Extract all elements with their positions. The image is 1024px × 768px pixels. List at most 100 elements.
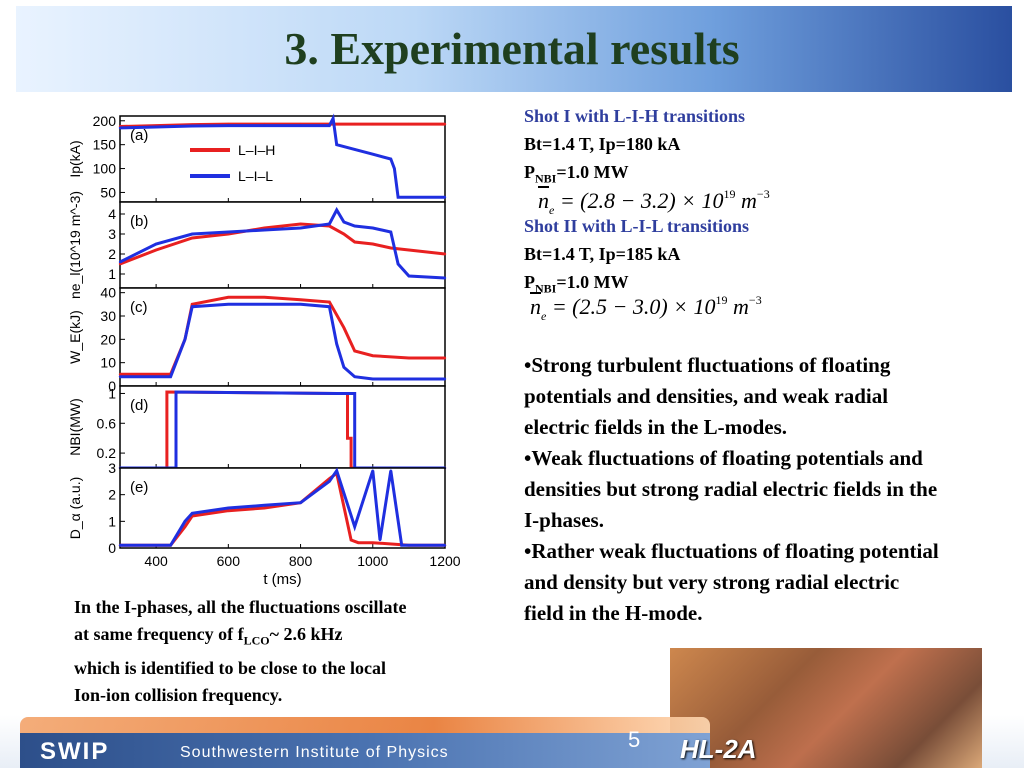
title-bar: [16, 6, 1012, 92]
data-point-c: [183, 338, 187, 341]
data-point-e: [335, 469, 338, 472]
data-point-e: [263, 506, 266, 510]
data-point-a: [118, 126, 122, 130]
data-point-b: [389, 246, 393, 250]
data-point-a: [353, 122, 356, 126]
y-tick-label-d: 0.6: [97, 415, 117, 431]
data-point-a: [331, 117, 335, 120]
y-tick-label-c: 20: [100, 331, 116, 347]
data-point-b: [353, 224, 356, 228]
data-point-b: [191, 236, 194, 240]
legend-label-lih: L–I–H: [238, 142, 275, 158]
page-number: 5: [628, 727, 641, 752]
panel-label-a: (a): [130, 127, 148, 144]
data-point-a: [227, 124, 230, 127]
data-point-e: [371, 469, 374, 472]
finding-h-mode: •Rather weak fluctuations of floating po…: [524, 539, 939, 625]
data-point-b: [299, 222, 302, 226]
data-point-e: [389, 469, 393, 472]
legend-label-lil: L–I–L: [238, 168, 273, 184]
data-point-c: [263, 303, 266, 306]
x-tick-label: 1200: [429, 553, 460, 569]
data-point-c: [118, 375, 122, 378]
data-point-c: [191, 305, 194, 308]
data-point-e: [169, 544, 172, 547]
finding-l-modes: •Strong turbulent fluctuations of floati…: [524, 353, 891, 439]
data-point-e: [183, 525, 187, 528]
data-point-c: [353, 375, 356, 378]
shot1-title: Shot I with L-I-H transitions: [524, 106, 746, 126]
institute-name: Southwestern Institute of Physics: [180, 744, 449, 761]
y-axis-label-e: D_α (a.u.): [67, 477, 83, 540]
y-tick-label-b: 1: [108, 266, 116, 282]
data-point-c: [353, 349, 356, 353]
shot1-params: Bt=1.4 T, Ip=180 kA: [524, 134, 681, 154]
data-point-e: [227, 506, 230, 510]
data-point-a: [328, 124, 331, 127]
data-point-e: [328, 480, 331, 483]
caption-line-4: Ion-ion collision frequency.: [74, 684, 283, 705]
data-point-b: [443, 252, 447, 256]
y-tick-label-c: 0: [108, 378, 116, 394]
data-point-b: [154, 248, 158, 252]
data-point-a: [299, 124, 302, 127]
data-point-c: [371, 377, 374, 381]
data-point-b: [371, 226, 374, 230]
data-point-e: [227, 509, 230, 512]
y-tick-label-c: 40: [100, 285, 116, 301]
y-tick-label-b: 4: [108, 206, 116, 222]
data-point-c: [407, 377, 411, 381]
y-axis-label-c: W_E(kJ): [67, 310, 83, 364]
data-point-c: [328, 300, 331, 304]
data-point-e: [353, 525, 356, 528]
y-axis-label-b: ne_l(10^19 m^-3): [67, 191, 83, 299]
y-tick-label-c: 30: [100, 308, 116, 324]
y-tick-label-c: 10: [100, 355, 116, 371]
data-point-b: [328, 222, 331, 226]
y-tick-label-d: 1: [108, 385, 116, 401]
panel-label-e: (e): [130, 479, 148, 496]
data-point-b: [227, 230, 230, 234]
data-point-a: [371, 122, 374, 126]
y-tick-label-b: 3: [108, 226, 116, 242]
findings-list: •Strong turbulent fluctuations of floati…: [524, 350, 944, 629]
data-point-b: [263, 228, 266, 232]
data-point-d: [174, 390, 178, 394]
panel-frame-d: [119, 385, 446, 469]
y-tick-label-a: 50: [100, 184, 116, 200]
y-tick-label-a: 150: [93, 137, 117, 153]
data-point-a: [396, 196, 400, 199]
data-point-b: [154, 242, 158, 246]
data-point-b: [443, 276, 447, 280]
data-point-e: [357, 541, 360, 544]
data-point-b: [118, 262, 122, 266]
data-point-c: [342, 366, 346, 369]
data-point-e: [400, 544, 403, 547]
data-point-c: [407, 356, 411, 360]
data-point-b: [353, 240, 356, 244]
tokamak-photo: [670, 648, 982, 768]
data-point-a: [371, 153, 374, 156]
shot1-density-formula: ne = (2.8 − 3.2) × 1019 m−3: [538, 187, 770, 217]
data-point-e: [183, 520, 187, 523]
data-point-c: [299, 298, 302, 301]
data-point-e: [263, 504, 266, 507]
data-point-a: [407, 122, 411, 126]
y-axis-label-a: Ip(kA): [67, 140, 83, 177]
y-tick-label-e: 1: [108, 513, 116, 529]
data-point-c: [342, 326, 346, 329]
x-tick-label: 800: [289, 553, 313, 569]
data-point-b: [396, 262, 400, 266]
finding-i-phases: •Weak fluctuations of floating potential…: [524, 446, 938, 532]
y-tick-label-b: 2: [108, 246, 116, 262]
data-point-e: [191, 512, 194, 515]
data-point-c: [371, 354, 374, 357]
data-point-a: [263, 124, 266, 127]
data-point-e: [349, 538, 353, 542]
data-point-b: [342, 220, 346, 224]
hl2a-label: HL-2A: [680, 734, 757, 764]
swip-logo: SWIP: [40, 738, 110, 765]
x-tick-label: 1000: [357, 553, 388, 569]
data-point-c: [118, 373, 122, 376]
